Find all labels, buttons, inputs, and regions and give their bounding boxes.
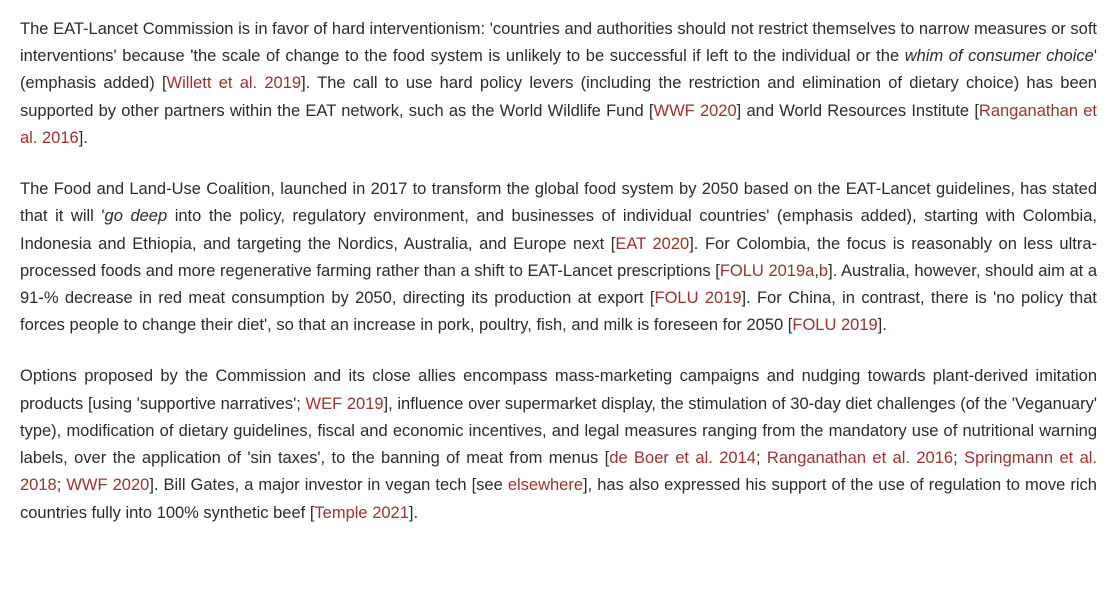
citation-de-boer-2014[interactable]: de Boer et al. 2014 — [609, 449, 756, 467]
body-text: ] and World Resources Institute [ — [737, 102, 979, 120]
citation-wwf-2020-2[interactable]: WWF 2020 — [66, 476, 149, 494]
citation-folu-2019b[interactable]: b — [819, 262, 828, 280]
citation-folu-2019a[interactable]: FOLU 2019a — [720, 262, 815, 280]
citation-eat-2020[interactable]: EAT 2020 — [615, 235, 689, 253]
body-text: ]. Bill Gates, a major investor in vegan… — [149, 476, 508, 494]
paragraph-2: The Food and Land-Use Coalition, launche… — [20, 176, 1097, 339]
citation-ranganathan-2016-2[interactable]: Ranganathan et al. 2016 — [767, 449, 953, 467]
body-text: ; — [953, 449, 964, 467]
citation-willett-2019[interactable]: Willett et al. 2019 — [167, 74, 302, 92]
paragraph-1: The EAT-Lancet Commission is in favor of… — [20, 16, 1097, 152]
citation-wef-2019[interactable]: WEF 2019 — [306, 395, 384, 413]
body-text: ]. — [79, 129, 88, 147]
citation-temple-2021[interactable]: Temple 2021 — [314, 504, 408, 522]
body-text: ]. — [878, 316, 887, 334]
citation-folu-2019-china[interactable]: FOLU 2019 — [792, 316, 877, 334]
paragraph-3: Options proposed by the Commission and i… — [20, 363, 1097, 526]
body-text: ]. — [409, 504, 418, 522]
emphasis-text: whim of consumer choice — [905, 47, 1094, 65]
citation-folu-2019-aus[interactable]: FOLU 2019 — [654, 289, 741, 307]
emphasis-text: go deep — [105, 207, 168, 225]
body-text: ; — [57, 476, 67, 494]
body-text: ; — [756, 449, 767, 467]
citation-wwf-2020[interactable]: WWF 2020 — [654, 102, 737, 120]
link-elsewhere[interactable]: elsewhere — [508, 476, 583, 494]
